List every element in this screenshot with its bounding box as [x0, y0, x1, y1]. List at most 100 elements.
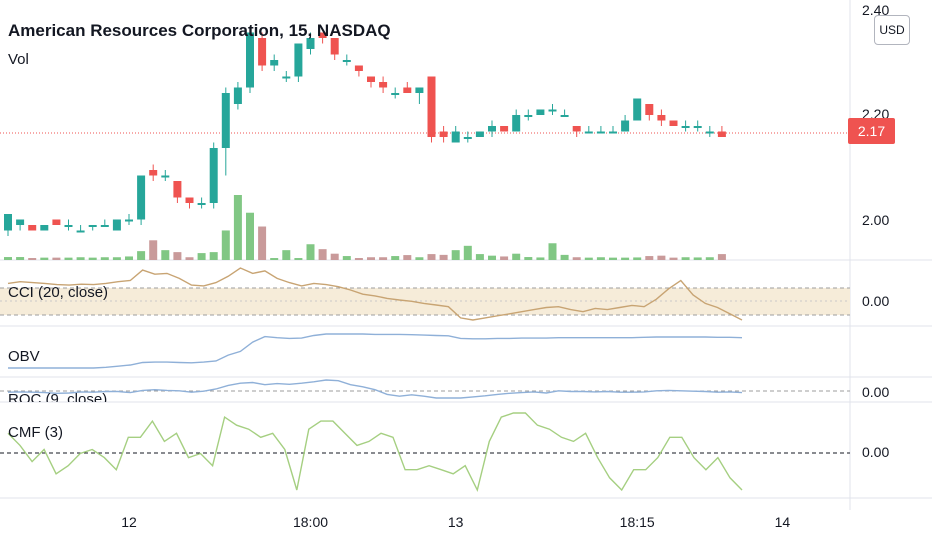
- volume-bar: [137, 251, 146, 260]
- volume-bar: [657, 255, 666, 260]
- volume-bar: [524, 257, 533, 260]
- candle-body: [173, 181, 182, 198]
- candle-body: [197, 203, 206, 205]
- volume-bar: [705, 257, 714, 260]
- volume-bar: [596, 257, 605, 260]
- obv-label[interactable]: OBV: [8, 348, 40, 365]
- volume-bar: [693, 257, 702, 260]
- volume-bar: [52, 257, 61, 260]
- volume-bar: [548, 243, 557, 260]
- candle-body: [161, 175, 170, 178]
- volume-bar: [221, 230, 230, 260]
- candle-body: [705, 131, 714, 134]
- volume-bar: [391, 256, 400, 260]
- roc-label-clip: ROC (9, close): [0, 377, 850, 402]
- volume-bar: [258, 226, 267, 260]
- volume-bar: [572, 257, 581, 260]
- volume-bar: [100, 257, 109, 260]
- volume-bar: [367, 257, 375, 260]
- candles: [4, 27, 726, 236]
- volume-bar: [621, 257, 630, 260]
- candle-body: [609, 131, 617, 134]
- volume-label[interactable]: Vol: [8, 51, 29, 68]
- candle-body: [463, 137, 472, 139]
- volume-bar: [28, 258, 37, 260]
- candle-body: [439, 131, 448, 137]
- volume-bar: [717, 254, 726, 260]
- candle-body: [246, 32, 254, 88]
- volume-bar: [342, 256, 351, 260]
- candle-body: [633, 98, 642, 121]
- candle-body: [318, 32, 327, 38]
- cci-label[interactable]: CCI (20, close): [8, 284, 109, 301]
- cci-band: [0, 287, 850, 454]
- volume-bar: [488, 255, 496, 260]
- candle-body: [379, 82, 388, 88]
- candle-body: [76, 230, 85, 233]
- candle-body: [596, 131, 605, 134]
- volume-bar: [609, 257, 617, 260]
- candle-body: [221, 93, 230, 148]
- candle-body: [560, 115, 569, 117]
- volume-bar: [379, 257, 388, 260]
- volume-bar: [88, 257, 97, 260]
- time-tick-label: 13: [447, 514, 464, 530]
- volume-bar: [40, 257, 49, 260]
- candle-body: [391, 93, 400, 95]
- roc-label[interactable]: ROC (9, close): [8, 391, 108, 402]
- candle-body: [306, 38, 315, 49]
- candle-body: [415, 87, 424, 93]
- candle-body: [209, 148, 218, 203]
- volume-bars: [4, 195, 726, 260]
- volume-bar: [330, 253, 339, 260]
- candle-body: [536, 109, 545, 115]
- volume-bar: [64, 257, 73, 260]
- cci-line: [7, 267, 743, 321]
- candle-body: [427, 76, 436, 137]
- candle-body: [367, 76, 375, 82]
- roc-zero-label: 0.00: [862, 384, 890, 400]
- volume-bar: [512, 253, 521, 260]
- candle-body: [282, 76, 291, 79]
- volume-bar: [475, 254, 484, 260]
- volume-bar: [173, 252, 182, 260]
- volume-bar: [500, 256, 509, 260]
- volume-bar: [318, 249, 327, 260]
- volume-bar: [584, 257, 593, 260]
- price-tick-label: 2.00: [862, 212, 890, 228]
- candle-body: [52, 219, 61, 225]
- candle-body: [64, 225, 73, 227]
- candle-body: [342, 60, 351, 62]
- cmf-line: [7, 412, 743, 493]
- cmf-label[interactable]: CMF (3): [8, 424, 63, 441]
- candle-body: [137, 175, 146, 220]
- time-tick-label: 14: [774, 514, 791, 530]
- currency-button[interactable]: USD: [874, 15, 910, 45]
- candle-body: [717, 131, 726, 137]
- candle-body: [4, 214, 12, 231]
- volume-bar: [427, 254, 436, 260]
- candle-body: [28, 225, 37, 231]
- candle-body: [572, 126, 581, 132]
- volume-bar: [451, 250, 460, 260]
- candle-body: [112, 219, 121, 231]
- symbol-title[interactable]: American Resources Corporation, 15, NASD…: [8, 21, 391, 40]
- volume-bar: [16, 257, 25, 260]
- volume-bar: [354, 258, 363, 260]
- candle-body: [258, 38, 267, 66]
- volume-bar: [125, 256, 133, 260]
- candle-body: [621, 120, 630, 132]
- cci-zero-label: 0.00: [862, 293, 890, 309]
- volume-bar: [270, 258, 279, 260]
- volume-bar: [439, 254, 448, 260]
- volume-bar: [161, 250, 170, 260]
- volume-bar: [306, 244, 315, 260]
- candle-body: [451, 131, 460, 143]
- candle-body: [294, 43, 303, 77]
- indicator-lines: [7, 267, 743, 493]
- candle-body: [584, 131, 593, 134]
- volume-bar: [645, 256, 654, 260]
- candle-body: [233, 87, 242, 104]
- volume-bar: [403, 255, 412, 260]
